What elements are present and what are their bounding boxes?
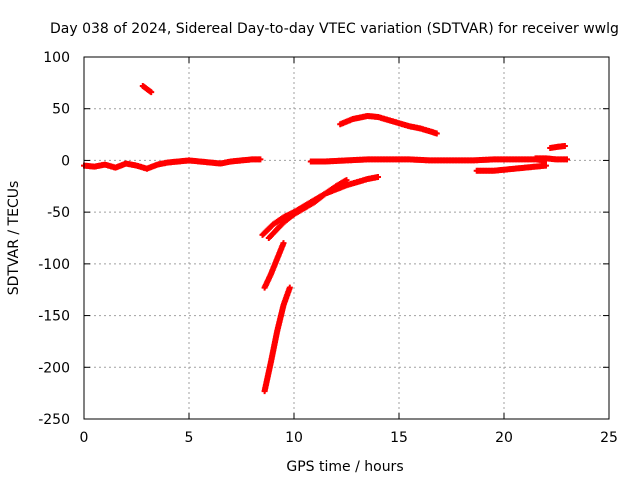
x-tick-labels: 0 5 10 15 20 25 [80, 430, 618, 446]
data-point [375, 173, 381, 180]
data-point [257, 156, 264, 163]
y-tick-label: -100 [38, 257, 70, 273]
data-point [148, 89, 155, 96]
y-axis-label: SDTVAR / TECUs [6, 181, 22, 296]
y-tick-label: 0 [61, 153, 70, 169]
data-point [564, 156, 570, 163]
series-track [473, 162, 549, 174]
data-point [543, 162, 549, 169]
y-tick-label: -200 [38, 360, 70, 376]
x-tick-label: 20 [495, 430, 513, 446]
data-point [343, 177, 350, 184]
series-track [307, 156, 549, 165]
y-tick-labels: -250 -200 -150 -100 -50 0 50 100 [38, 50, 70, 428]
x-tick-label: 25 [600, 430, 618, 446]
series-track [261, 284, 293, 395]
y-tick-label: -250 [38, 412, 70, 428]
x-axis-label: GPS time / hours [286, 459, 403, 475]
y-tick-label: 100 [43, 50, 70, 66]
data-point [433, 130, 440, 137]
x-tick-label: 10 [285, 430, 303, 446]
data-points [81, 82, 570, 395]
x-tick-label: 0 [80, 430, 89, 446]
x-tick-label: 5 [185, 430, 194, 446]
chart-title: Day 038 of 2024, Sidereal Day-to-day VTE… [50, 21, 619, 37]
y-tick-label: -150 [38, 309, 70, 325]
series-track [532, 155, 570, 163]
series-track [261, 240, 287, 291]
data-point [561, 142, 568, 149]
y-tick-label: 50 [52, 102, 70, 118]
data-point [280, 240, 287, 247]
grid-lines [84, 57, 609, 419]
series-track [81, 156, 264, 172]
plot-frame [83, 56, 610, 420]
y-tick-label: -50 [47, 205, 70, 221]
series-track [337, 112, 440, 137]
series-track [547, 142, 568, 152]
series-track [139, 82, 155, 96]
series-track [265, 177, 350, 241]
x-tick-label: 15 [390, 430, 408, 446]
data-point [286, 284, 293, 291]
